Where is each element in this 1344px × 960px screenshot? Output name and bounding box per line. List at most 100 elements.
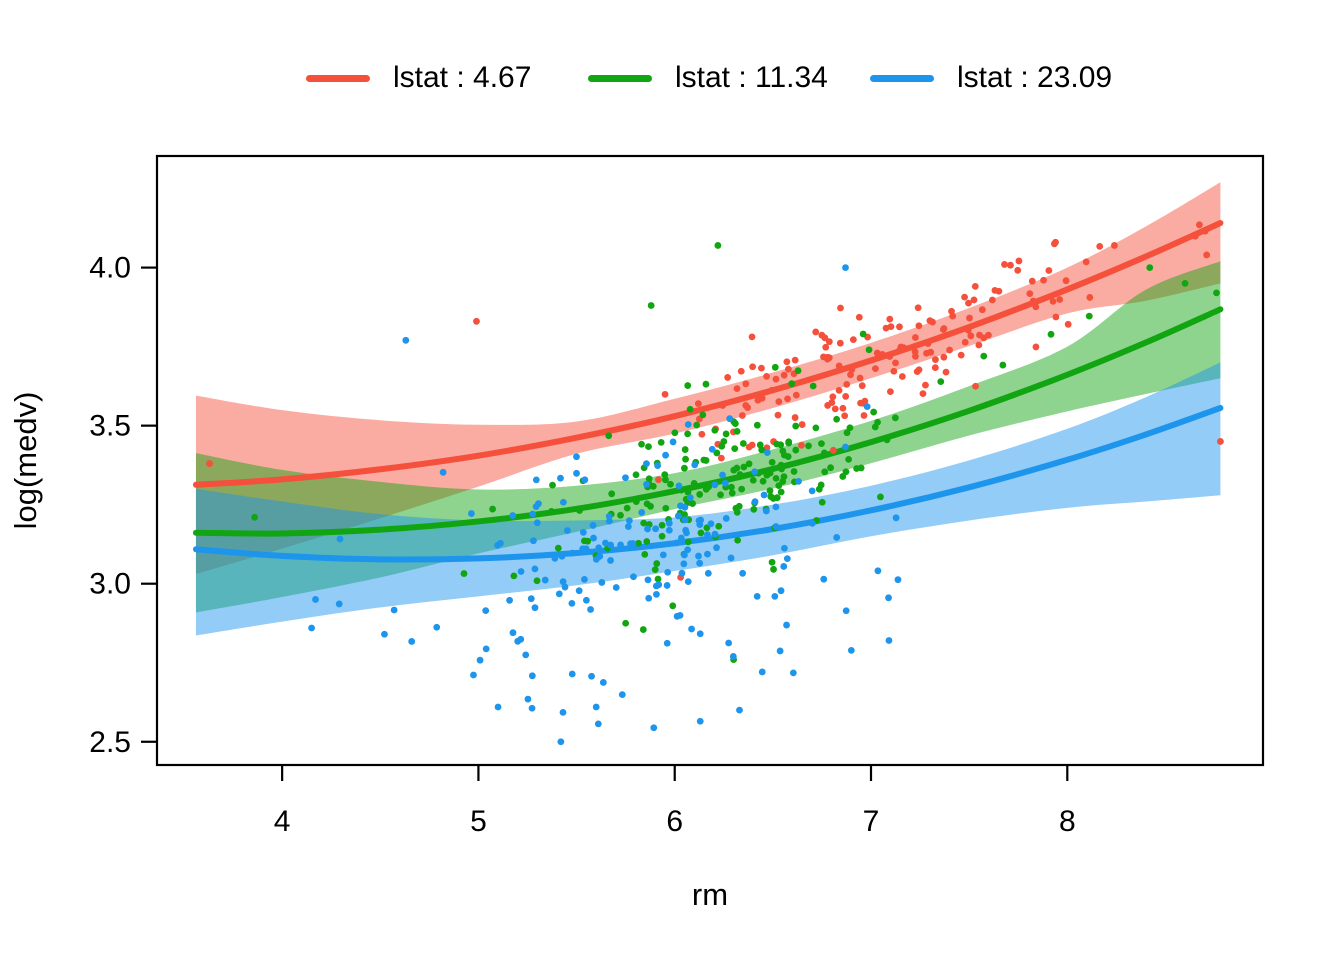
data-point [662,504,670,512]
data-point [770,565,777,573]
data-point [785,439,793,447]
data-point [975,341,983,349]
data-point [535,500,542,508]
data-point [818,331,826,339]
x-axis-tick-label: 5 [470,805,487,838]
legend-item-lstat-4.67: lstat : 4.67 [306,60,531,96]
data-point [641,551,649,558]
data-point [763,449,771,457]
data-point [1026,290,1034,298]
data-point [517,568,525,575]
data-point [680,560,688,568]
data-point [494,541,502,549]
data-point [915,366,923,374]
data-point [558,552,566,560]
data-point [1052,313,1060,321]
data-point [691,461,699,469]
data-point [924,340,932,347]
data-point [727,554,735,562]
data-point [812,424,820,432]
data-point [482,645,490,653]
data-point [599,679,607,686]
data-point [587,606,594,613]
data-point [839,404,847,412]
data-point [847,647,855,654]
data-point [744,404,751,411]
data-point [559,578,567,586]
data-point [731,445,739,452]
data-point [715,522,723,530]
data-point [557,474,564,482]
data-point [946,346,953,354]
data-point [1045,267,1053,274]
data-point [643,538,651,545]
data-point [827,464,834,472]
data-point [887,388,894,395]
data-point [733,385,741,393]
data-point [885,594,892,602]
data-point [999,361,1007,369]
data-point [654,575,662,583]
data-point [695,552,702,560]
x-axis-title: rm [692,877,728,912]
data-point [689,500,696,507]
data-point [774,411,782,419]
data-point [929,318,936,326]
data-point [722,430,730,438]
data-point [1015,257,1023,265]
data-point [548,508,555,515]
data-point [788,380,796,387]
data-point [780,544,788,552]
data-point [649,482,657,490]
data-point [678,569,686,577]
data-point [845,456,853,463]
legend: lstat : 4.67 lstat : 11.34 lstat : 23.09 [0,60,1344,96]
data-point [671,429,679,437]
data-point [738,485,746,493]
x-axis: 4 5 6 7 8 [274,765,1076,838]
data-point [745,460,753,468]
data-point [842,443,849,451]
data-point [887,323,895,331]
data-point [931,364,939,372]
data-point [529,510,537,518]
data-point [1062,277,1070,285]
data-point [829,393,837,401]
legend-line-swatch-blue [870,74,934,82]
data-point [509,629,517,637]
data-point [717,454,725,462]
data-point [783,555,791,563]
data-point [688,625,695,633]
data-point [623,504,631,512]
data-point [476,656,484,664]
data-point [739,569,747,577]
data-point [1047,330,1055,338]
data-point [686,494,694,502]
data-point [647,302,655,309]
data-point [772,503,780,511]
data-point [654,462,662,469]
data-point [808,487,816,495]
data-point [605,512,613,520]
data-point [643,480,650,488]
data-point [822,343,830,351]
data-point [612,584,620,591]
data-point [768,458,776,466]
data-point [635,539,642,547]
data-point [1203,251,1211,259]
data-point [794,367,802,375]
data-point [792,391,800,399]
data-point [842,264,849,271]
data-point [736,706,743,714]
data-point [675,482,683,490]
data-point [581,476,589,484]
data-point [653,560,661,567]
data-point [846,424,854,432]
data-point [627,540,634,548]
data-point [897,343,905,351]
data-point [655,476,662,484]
data-point [742,380,750,388]
data-point [733,427,741,435]
data-point [640,519,648,527]
data-point [758,446,766,454]
